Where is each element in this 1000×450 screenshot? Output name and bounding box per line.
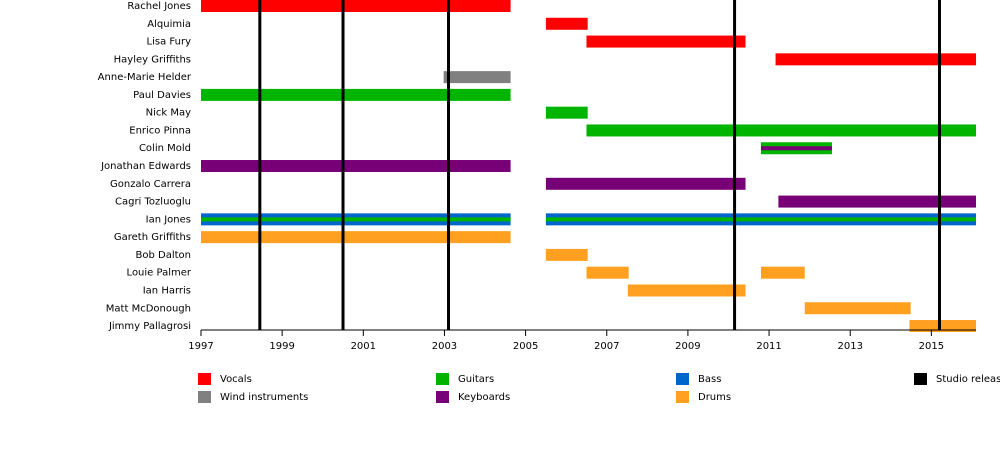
legend-swatch	[198, 373, 211, 385]
member-name: Bob Dalton	[136, 250, 192, 261]
role-bar	[545, 177, 746, 190]
role-bar	[586, 35, 746, 48]
x-tick-label: 1997	[188, 341, 213, 352]
member-name: Alquimia	[147, 19, 191, 30]
x-tick-label: 2013	[837, 341, 862, 352]
role-bar	[545, 248, 588, 261]
x-tick-label: 1999	[269, 341, 294, 352]
member-name: Gonzalo Carrera	[110, 179, 191, 190]
member-name: Jonathan Edwards	[100, 161, 191, 172]
role-bar	[804, 302, 911, 315]
legend-swatch	[198, 391, 211, 403]
role-bar	[201, 0, 511, 12]
legend-label: Guitars	[458, 374, 494, 385]
role-bar	[443, 71, 511, 84]
member-name: Gareth Griffiths	[114, 232, 191, 243]
member-name: Nick May	[146, 108, 191, 119]
legend-label: Drums	[698, 392, 731, 403]
member-name: Enrico Pinna	[129, 125, 191, 136]
x-tick-label: 2001	[351, 341, 376, 352]
legend-swatch	[676, 373, 689, 385]
role-bar	[586, 266, 629, 279]
x-tick-label: 2011	[756, 341, 781, 352]
member-name: Louie Palmer	[127, 268, 192, 279]
role-bar	[778, 195, 976, 208]
legend-label: Wind instruments	[220, 392, 308, 403]
legend-swatch	[436, 391, 449, 403]
member-name: Ian Harris	[143, 285, 191, 296]
role-bar	[775, 53, 976, 66]
legend-label: Studio release	[936, 374, 1000, 385]
legend-label: Vocals	[220, 374, 252, 385]
member-name: Hayley Griffiths	[114, 54, 191, 65]
role-stripe	[201, 217, 511, 222]
role-bar	[201, 231, 511, 244]
legend-swatch	[676, 391, 689, 403]
member-name: Rachel Jones	[127, 1, 191, 12]
legend-label: Keyboards	[458, 392, 510, 403]
role-bar	[627, 284, 746, 297]
role-bar	[201, 160, 511, 173]
member-name: Colin Mold	[139, 143, 191, 154]
member-name: Matt McDonough	[106, 303, 191, 314]
legend-swatch	[436, 373, 449, 385]
legend-label: Bass	[698, 374, 721, 385]
role-stripe	[545, 217, 976, 222]
member-name: Cagri Tozluoglu	[115, 197, 191, 208]
member-name: Ian Jones	[146, 214, 191, 225]
member-name: Paul Davies	[133, 90, 191, 101]
member-name: Jimmy Pallagrosi	[108, 321, 191, 332]
role-bar	[760, 266, 805, 279]
x-tick-label: 2015	[919, 341, 944, 352]
x-tick-label: 2005	[513, 341, 538, 352]
role-bar	[545, 17, 588, 30]
member-name: Lisa Fury	[147, 37, 192, 48]
x-tick-label: 2003	[432, 341, 457, 352]
x-tick-label: 2009	[675, 341, 700, 352]
member-name: Anne-Marie Helder	[98, 72, 192, 83]
role-bar	[545, 106, 588, 119]
role-bar	[909, 320, 976, 333]
role-bar	[201, 88, 511, 101]
role-bar	[586, 124, 976, 137]
x-tick-label: 2007	[594, 341, 619, 352]
role-stripe	[760, 146, 832, 151]
legend-swatch	[914, 373, 927, 385]
